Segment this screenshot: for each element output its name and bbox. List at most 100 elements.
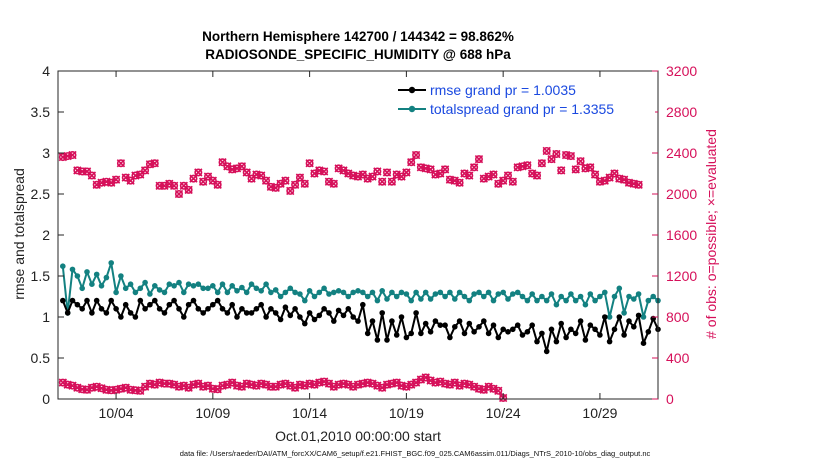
rmse-marker — [577, 318, 584, 324]
rmse-marker — [210, 301, 216, 308]
obs-high-possible-marker — [508, 177, 517, 186]
obs-high-evaluated-marker — [566, 151, 576, 161]
rmse-marker — [597, 332, 603, 338]
totalspread-marker — [466, 297, 473, 304]
obs-high-evaluated-marker — [116, 159, 126, 168]
rmse-marker — [452, 324, 458, 330]
obs-high-evaluated-marker — [213, 180, 222, 189]
obs-high-evaluated-marker — [329, 179, 338, 188]
rmse-marker — [543, 348, 550, 355]
rmse-marker — [640, 340, 647, 347]
rmse-marker — [137, 297, 144, 304]
y-axis-label-right: # of obs: o=possible; ×=evaluated — [703, 129, 719, 339]
obs-high-possible-marker — [402, 168, 411, 177]
obs-high-evaluated-marker — [532, 171, 542, 180]
rmse-marker — [321, 306, 327, 312]
rmse-marker — [142, 306, 148, 312]
obs-low-evaluated-marker — [494, 386, 503, 395]
obs-high-evaluated-marker — [286, 186, 295, 196]
totalspread-marker — [60, 263, 66, 270]
rmse-marker — [379, 310, 386, 316]
totalspread-marker — [118, 273, 124, 279]
rmse-marker — [432, 318, 439, 324]
y-tick-label-right: 800 — [666, 309, 690, 325]
rmse-marker — [437, 322, 444, 329]
obs-high-point — [281, 176, 290, 185]
obs-high-evaluated-marker — [87, 171, 97, 180]
y-tick-label-left: 1.5 — [31, 268, 51, 284]
x-tick-label: 10/14 — [292, 405, 327, 421]
obs-high-possible-marker — [83, 167, 92, 176]
obs-high-possible-marker — [78, 167, 87, 176]
rmse-marker — [413, 310, 419, 316]
totalspread-marker — [350, 289, 357, 296]
obs-high-point — [237, 162, 247, 171]
rmse-marker — [645, 329, 652, 335]
rmse-marker — [592, 326, 598, 333]
obs-high-point — [140, 166, 150, 175]
rmse-marker — [606, 338, 613, 345]
obs-high-possible-marker — [262, 176, 271, 185]
obs-high-possible-marker — [320, 167, 329, 176]
legend-spread-marker — [408, 105, 416, 113]
rmse-marker — [621, 332, 627, 338]
x-axis-label: Oct.01,2010 00:00:00 start — [275, 428, 441, 444]
totalspread-marker — [200, 285, 206, 292]
obs-high-point — [242, 168, 251, 177]
rmse-marker — [277, 316, 284, 323]
obs-high-possible-marker — [557, 166, 566, 175]
obs-high-point — [189, 174, 198, 183]
obs-high-evaluated-marker — [576, 157, 585, 166]
rmse-marker — [200, 310, 206, 316]
rmse-marker — [152, 297, 158, 304]
rmse-marker — [490, 322, 497, 329]
rmse-marker — [171, 297, 177, 304]
obs-high-possible-marker — [373, 167, 382, 176]
obs-high-evaluated-marker — [387, 177, 397, 186]
obs-high-possible-marker — [441, 165, 450, 174]
obs-high-evaluated-marker — [474, 154, 484, 164]
y-tick-label-right: 0 — [666, 391, 674, 407]
rmse-marker — [118, 314, 124, 320]
rmse-marker — [219, 306, 226, 312]
rmse-marker — [79, 306, 85, 312]
rmse-marker — [524, 329, 531, 335]
totalspread-marker — [514, 289, 521, 296]
obs-high-point — [455, 178, 464, 187]
totalspread-marker — [171, 283, 177, 289]
rmse-marker — [340, 312, 347, 319]
obs-high-evaluated-marker — [542, 146, 551, 156]
totalspread-marker — [389, 289, 395, 296]
totalspread-marker — [181, 289, 187, 296]
totalspread-marker — [113, 289, 119, 296]
totalspread-marker — [306, 288, 313, 294]
obs-high-evaluated-marker — [242, 168, 251, 177]
rmse-marker — [190, 297, 197, 304]
totalspread-marker — [427, 296, 434, 302]
obs-high-possible-marker — [552, 150, 561, 159]
obs-high-evaluated-marker — [489, 170, 498, 179]
obs-high-evaluated-marker — [537, 159, 547, 168]
x-tick-label: 10/04 — [99, 405, 134, 421]
obs-high-possible-marker — [208, 176, 217, 185]
totalspread-marker — [335, 288, 342, 294]
rmse-marker — [258, 301, 265, 308]
rmse-marker — [510, 326, 516, 333]
totalspread-marker — [568, 291, 574, 297]
obs-high-point — [87, 171, 97, 180]
rmse-marker — [369, 318, 376, 324]
obs-high-point — [508, 177, 518, 186]
obs-high-point — [174, 189, 184, 199]
totalspread-marker — [205, 285, 211, 292]
obs-high-possible-marker — [155, 181, 164, 190]
obs-high-possible-marker — [271, 183, 280, 192]
obs-high-evaluated-marker — [319, 167, 329, 176]
obs-high-possible-marker — [407, 158, 416, 167]
obs-high-evaluated-marker — [305, 159, 314, 168]
totalspread-marker — [485, 289, 492, 296]
totalspread-marker — [490, 297, 497, 304]
totalspread-marker — [137, 285, 144, 292]
obs-high-point — [382, 168, 392, 177]
totalspread-marker — [331, 289, 337, 296]
chart-subtitle: RADIOSONDE_SPECIFIC_HUMIDITY @ 688 hPa — [205, 47, 511, 62]
